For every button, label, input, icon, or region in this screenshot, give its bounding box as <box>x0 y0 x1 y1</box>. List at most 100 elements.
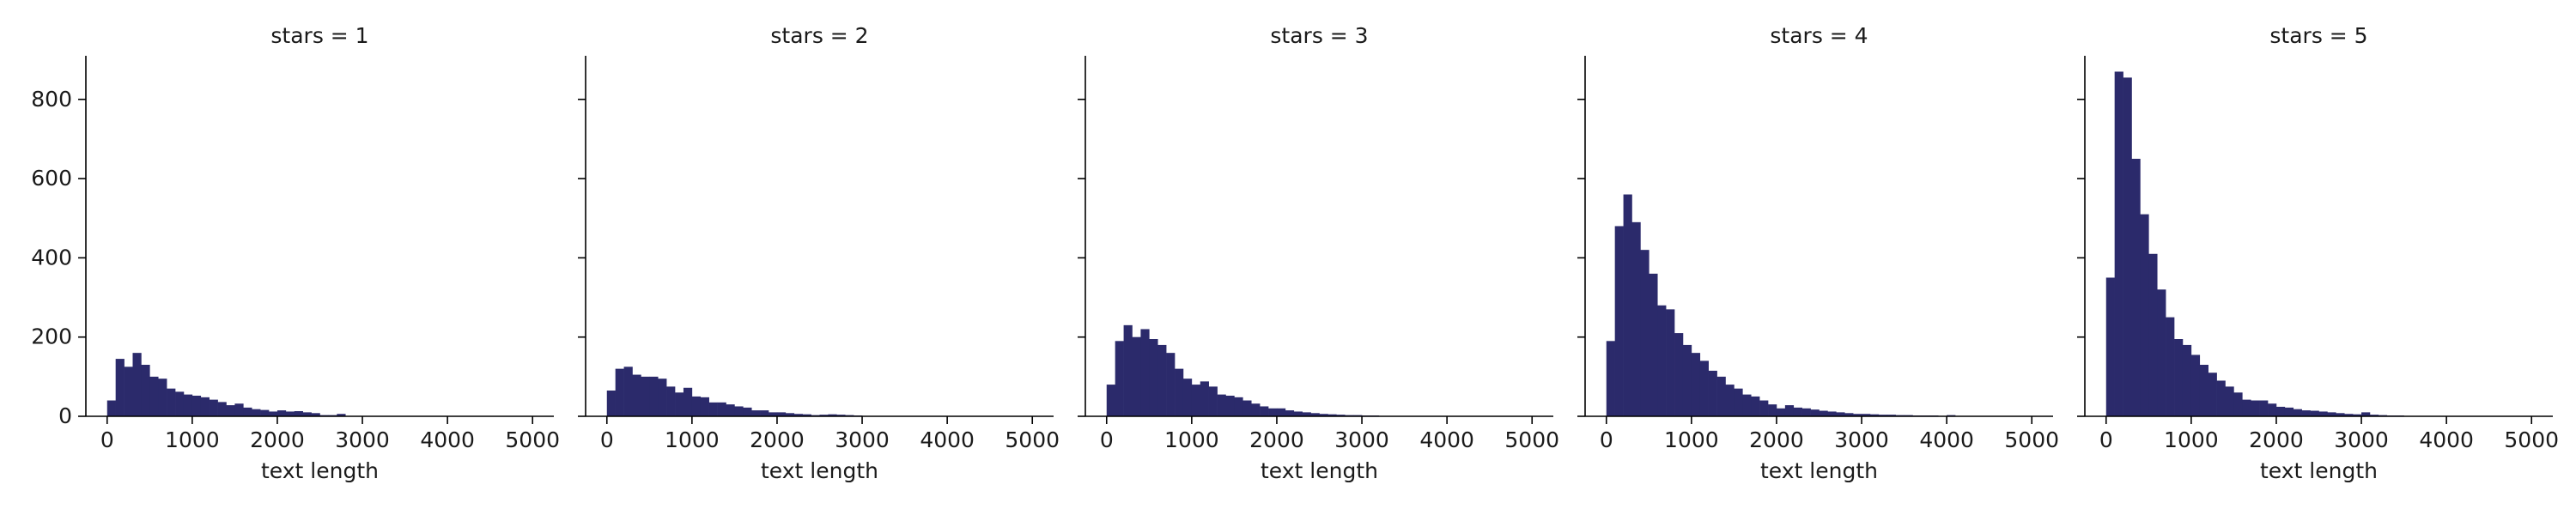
histogram-bar <box>785 413 795 416</box>
histogram-bar <box>734 406 744 416</box>
x-tick-label: 1000 <box>1164 427 1219 452</box>
x-tick-label: 1000 <box>665 427 720 452</box>
histogram-bar <box>106 400 116 416</box>
histogram-bar <box>760 410 769 416</box>
panel-title: stars = 1 <box>270 23 368 48</box>
histogram-bar <box>234 403 244 416</box>
histogram-bar <box>1862 414 1871 416</box>
y-tick-label: 600 <box>31 166 72 191</box>
histogram-bar <box>1869 414 1880 416</box>
histogram-bar <box>1776 408 1786 416</box>
histogram-bar <box>1191 385 1201 416</box>
histogram-bar <box>2369 415 2379 416</box>
histogram-bar <box>252 409 261 416</box>
histogram-bar <box>1123 324 1133 416</box>
histogram-bar <box>691 396 702 416</box>
x-tick-label: 5000 <box>2004 427 2059 452</box>
histogram-bar <box>337 414 346 416</box>
histogram-bar <box>2293 409 2302 416</box>
histogram-bar <box>1260 406 1269 416</box>
histogram-bar <box>1242 400 1252 416</box>
histogram-bar <box>2114 71 2123 417</box>
histogram-bar <box>769 412 778 416</box>
x-tick-label: 1000 <box>1664 427 1719 452</box>
y-tick-label: 200 <box>31 324 72 349</box>
x-tick-label: 1000 <box>2164 427 2219 452</box>
histogram-bar <box>1132 336 1141 416</box>
histogram-bar <box>1623 194 1632 417</box>
histogram-bar <box>1716 376 1726 416</box>
histogram-bar <box>751 410 761 416</box>
x-axis-label: text length <box>2260 458 2378 483</box>
histogram-bar <box>2336 413 2345 416</box>
histogram-bar <box>1674 333 1684 416</box>
histogram-bar <box>217 402 227 416</box>
histogram-bar <box>1225 396 1235 416</box>
x-tick-label: 5000 <box>1504 427 1559 452</box>
histogram-bar <box>1336 415 1346 416</box>
histogram-bar <box>2242 399 2251 416</box>
histogram-bar <box>1819 410 1828 416</box>
histogram-bar <box>1657 305 1667 416</box>
histogram-bar <box>276 410 287 416</box>
histogram-bar <box>141 365 150 416</box>
histogram-bar <box>2131 159 2141 416</box>
histogram-bar <box>802 414 811 416</box>
histogram-bar <box>1699 360 1709 416</box>
histogram-bar <box>793 414 803 416</box>
histogram-bar <box>683 387 693 416</box>
histogram-bar <box>132 353 142 416</box>
histogram-bar <box>615 368 624 416</box>
facet-panel-3: stars = 3 0 1000 2000 3000 4000 5000 text lengt… <box>1078 23 1559 483</box>
histogram-bar <box>1200 381 1209 416</box>
x-tick-label: 4000 <box>420 427 475 452</box>
histogram-bar <box>743 407 752 416</box>
x-axis-label: text length <box>761 458 878 483</box>
histogram-bar <box>675 392 684 416</box>
histogram-bar <box>2208 373 2217 416</box>
histogram-bar <box>2140 214 2149 416</box>
x-tick-label: 2000 <box>2249 427 2304 452</box>
x-tick-label: 4000 <box>1419 427 1474 452</box>
histogram-bar <box>149 376 159 416</box>
histogram-bar <box>2361 412 2371 416</box>
histogram-bar <box>226 405 235 416</box>
histogram-bars <box>1106 324 1405 416</box>
x-axis-label: text length <box>261 458 379 483</box>
histogram-bar <box>2105 277 2115 416</box>
histogram-bar <box>269 411 278 416</box>
histogram-bar <box>1182 379 1193 416</box>
histogram-bar <box>2301 410 2311 416</box>
histogram-bar <box>1234 397 1243 416</box>
histogram-bar <box>1310 413 1320 416</box>
facet-panel-1: stars = 1 0 200 400 600 800 0 1000 2000 3000 4000 5… <box>31 23 560 483</box>
histogram-bar <box>2275 406 2286 416</box>
histogram-bar <box>2174 339 2184 416</box>
panel-title: stars = 4 <box>1770 23 1868 48</box>
histogram-bar <box>649 376 659 416</box>
histogram-bar <box>1878 415 1888 416</box>
histogram-bar <box>1217 394 1226 416</box>
x-tick-label: 1000 <box>165 427 220 452</box>
histogram-bar <box>1725 385 1735 416</box>
x-tick-label: 0 <box>1600 427 1613 452</box>
x-axis-label: text length <box>1261 458 1378 483</box>
histogram-bar <box>1886 415 1896 416</box>
histogram-bar <box>243 407 252 416</box>
x-tick-label: 3000 <box>1834 427 1889 452</box>
x-tick-label: 3000 <box>1334 427 1389 452</box>
histogram-bars <box>2105 71 2447 417</box>
x-tick-label: 2000 <box>750 427 805 452</box>
histogram-bar <box>1836 412 1845 416</box>
panel-title: stars = 2 <box>770 23 868 48</box>
histogram-bar <box>1327 414 1337 416</box>
x-tick-label: 5000 <box>1005 427 1060 452</box>
x-tick-label: 0 <box>600 427 614 452</box>
histogram-bar <box>1827 411 1837 416</box>
histogram-bar <box>1115 341 1124 416</box>
histogram-bar <box>1810 409 1820 416</box>
histogram-bar <box>1268 408 1278 416</box>
x-tick-label: 0 <box>100 427 114 452</box>
histogram-bar <box>167 388 176 416</box>
histogram-bar <box>819 415 829 416</box>
